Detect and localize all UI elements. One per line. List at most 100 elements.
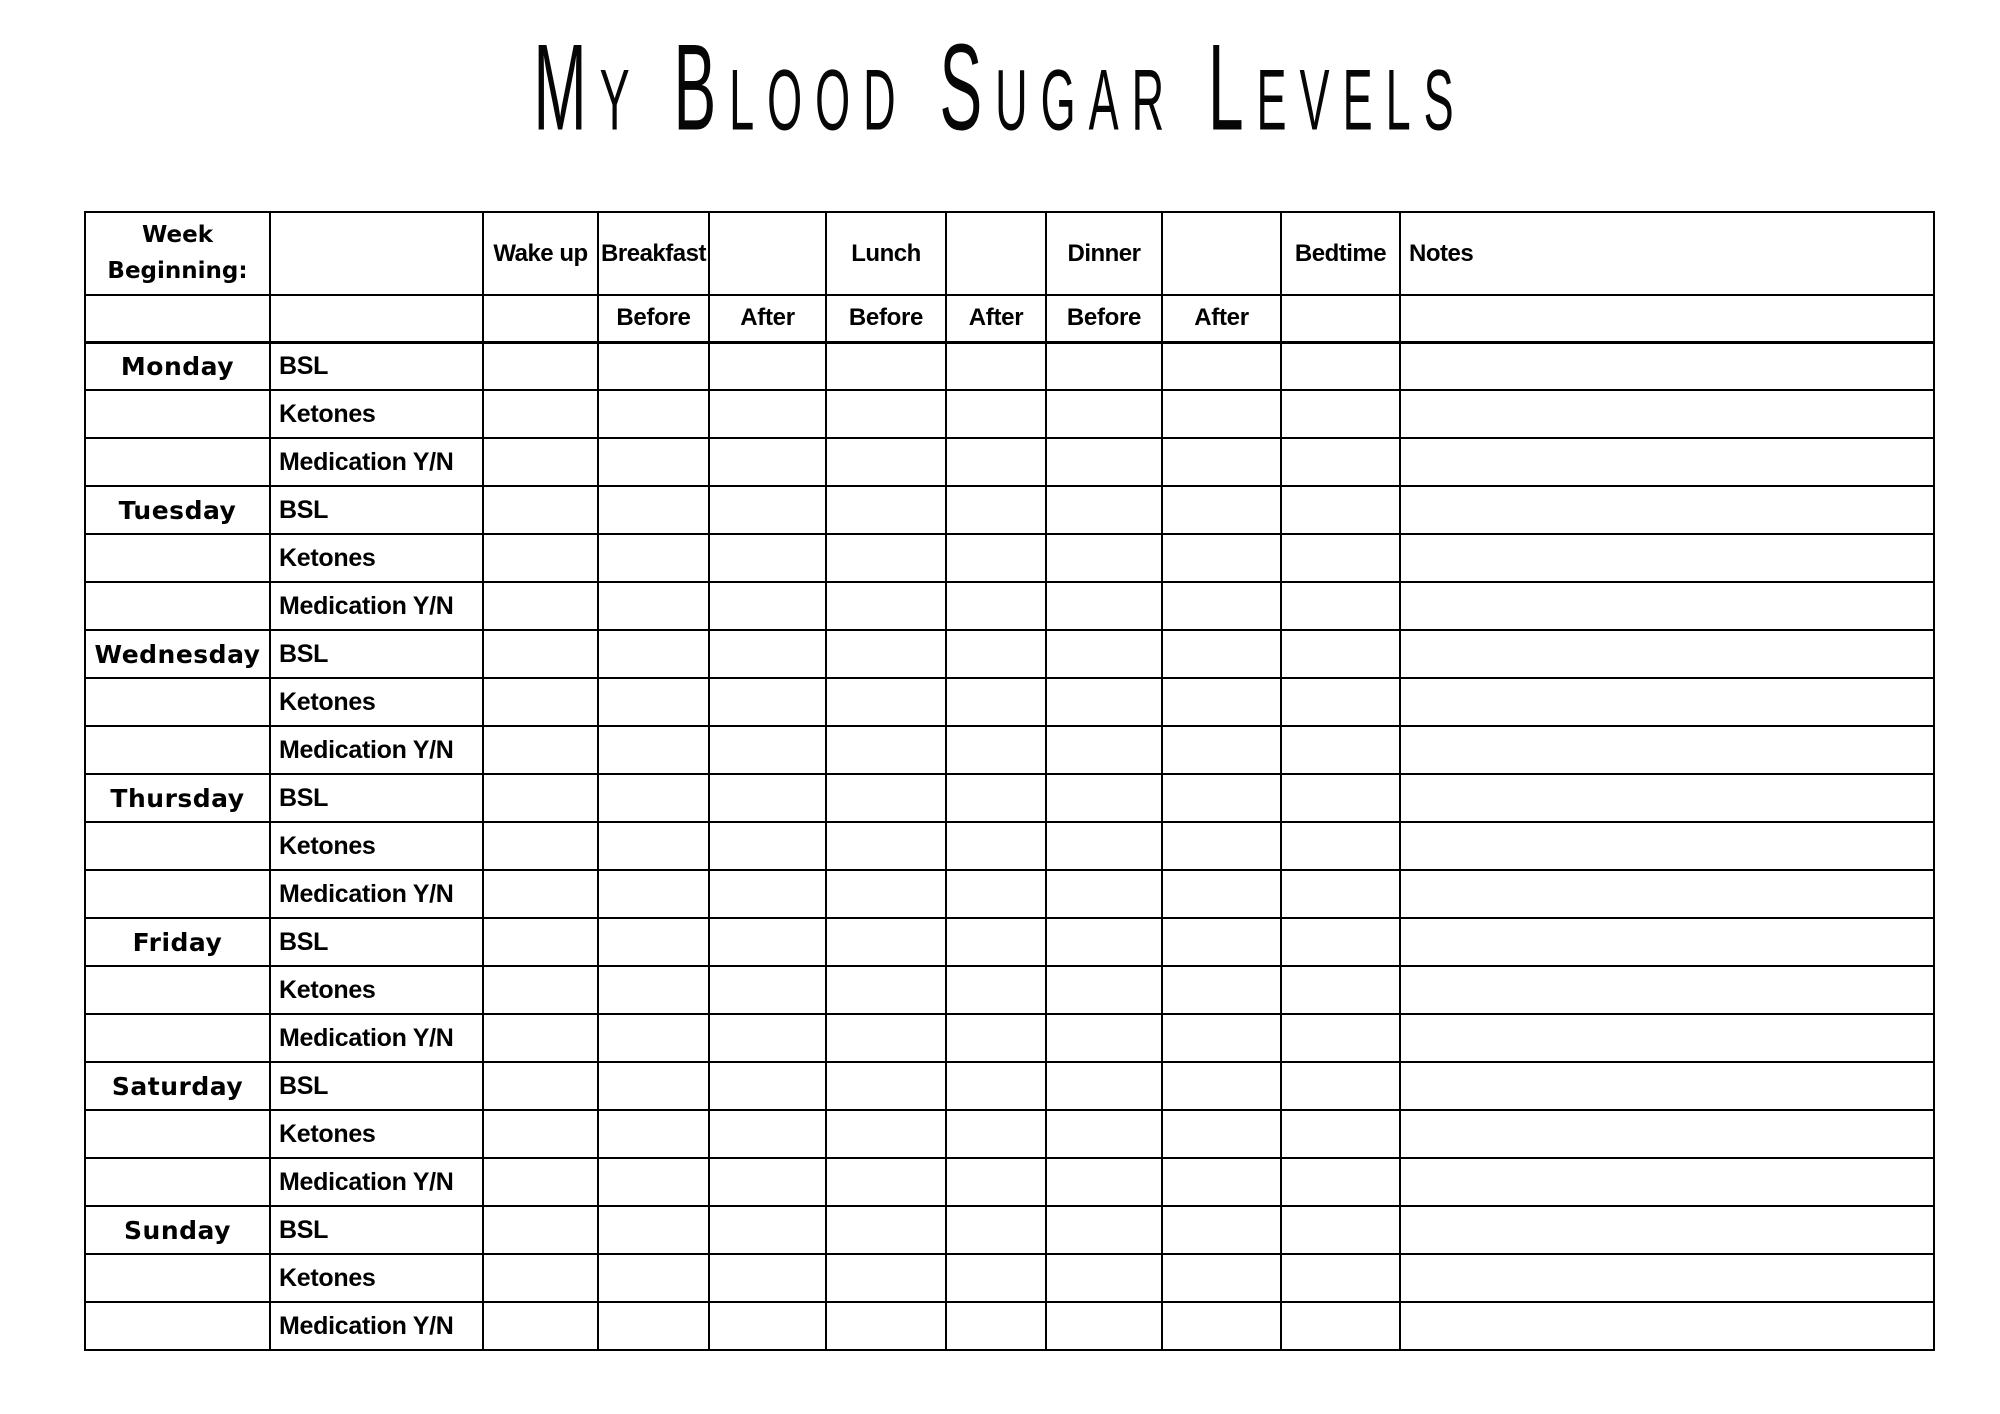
- entry-breakfast-after: [708, 485, 827, 535]
- day-cell: [84, 869, 271, 919]
- entry-breakfast-before: [597, 725, 710, 775]
- entry-notes: [1399, 917, 1935, 967]
- entry-lunch-after: [945, 485, 1047, 535]
- entry-breakfast-after: [708, 341, 827, 391]
- entry-notes: [1399, 389, 1935, 439]
- entry-breakfast-before: [597, 389, 710, 439]
- entry-lunch-after: [945, 965, 1047, 1015]
- entry-breakfast-after: [708, 1061, 827, 1111]
- row-label-cell: BSL: [269, 773, 484, 823]
- table-row: Medication Y/N: [84, 725, 1935, 775]
- entry-dinner-before: [1045, 1301, 1163, 1351]
- entry-dinner-after: [1161, 485, 1282, 535]
- table-row: Ketones: [84, 389, 1935, 439]
- entry-dinner-before: [1045, 437, 1163, 487]
- day-cell: Monday: [84, 341, 271, 391]
- entry-dinner-after: [1161, 821, 1282, 871]
- entry-notes: [1399, 773, 1935, 823]
- entry-breakfast-after: [708, 581, 827, 631]
- entry-bedtime: [1280, 821, 1401, 871]
- entry-wake-up: [482, 869, 599, 919]
- entry-bedtime: [1280, 869, 1401, 919]
- entry-lunch-after: [945, 1013, 1047, 1063]
- entry-breakfast-before: [597, 965, 710, 1015]
- entry-breakfast-before: [597, 1061, 710, 1111]
- table-row: Ketones: [84, 1253, 1935, 1303]
- table-row: Medication Y/N: [84, 1157, 1935, 1207]
- entry-lunch-after: [945, 917, 1047, 967]
- entry-wake-up: [482, 773, 599, 823]
- page-title: My Blood Sugar Levels: [533, 18, 1467, 157]
- empty-header-cell: [269, 211, 484, 296]
- entry-lunch-after: [945, 1061, 1047, 1111]
- entry-bedtime: [1280, 437, 1401, 487]
- day-cell: [84, 1013, 271, 1063]
- entry-lunch-before: [825, 1157, 947, 1207]
- row-label-cell: BSL: [269, 341, 484, 391]
- entry-dinner-before: [1045, 821, 1163, 871]
- entry-dinner-before: [1045, 773, 1163, 823]
- day-cell: Thursday: [84, 773, 271, 823]
- entry-lunch-before: [825, 1013, 947, 1063]
- entry-bedtime: [1280, 341, 1401, 391]
- entry-dinner-after: [1161, 869, 1282, 919]
- entry-notes: [1399, 533, 1935, 583]
- entry-bedtime: [1280, 581, 1401, 631]
- row-label-cell: BSL: [269, 485, 484, 535]
- row-label-cell: BSL: [269, 1205, 484, 1255]
- empty-header-cell: [1161, 211, 1282, 296]
- entry-breakfast-before: [597, 581, 710, 631]
- entry-dinner-after: [1161, 341, 1282, 391]
- entry-lunch-before: [825, 341, 947, 391]
- entry-lunch-before: [825, 869, 947, 919]
- entry-lunch-before: [825, 917, 947, 967]
- entry-lunch-after: [945, 1253, 1047, 1303]
- entry-dinner-after: [1161, 773, 1282, 823]
- entry-breakfast-before: [597, 1301, 710, 1351]
- entry-breakfast-before: [597, 533, 710, 583]
- table-row: Sunday BSL: [84, 1205, 1935, 1255]
- row-label-cell: Medication Y/N: [269, 725, 484, 775]
- entry-dinner-before: [1045, 581, 1163, 631]
- entry-dinner-before: [1045, 725, 1163, 775]
- entry-bedtime: [1280, 1061, 1401, 1111]
- entry-breakfast-before: [597, 677, 710, 727]
- entry-breakfast-before: [597, 1253, 710, 1303]
- entry-breakfast-before: [597, 1109, 710, 1159]
- entry-dinner-before: [1045, 1013, 1163, 1063]
- breakfast-after-header: After: [708, 294, 827, 344]
- day-cell: [84, 677, 271, 727]
- entry-dinner-before: [1045, 1157, 1163, 1207]
- table-row: Ketones: [84, 1109, 1935, 1159]
- entry-dinner-after: [1161, 1109, 1282, 1159]
- table-row: Medication Y/N: [84, 1013, 1935, 1063]
- row-label-cell: BSL: [269, 917, 484, 967]
- table-header: Week Beginning: Wake up Breakfast Lunch …: [84, 211, 1935, 344]
- entry-dinner-before: [1045, 869, 1163, 919]
- entry-dinner-before: [1045, 629, 1163, 679]
- entry-breakfast-after: [708, 389, 827, 439]
- table-row: Monday BSL: [84, 341, 1935, 391]
- entry-notes: [1399, 1013, 1935, 1063]
- entry-wake-up: [482, 1109, 599, 1159]
- header-row-main: Week Beginning: Wake up Breakfast Lunch …: [84, 211, 1935, 296]
- breakfast-before-header: Before: [597, 294, 710, 344]
- entry-dinner-before: [1045, 917, 1163, 967]
- entry-lunch-before: [825, 821, 947, 871]
- entry-lunch-before: [825, 677, 947, 727]
- entry-lunch-before: [825, 485, 947, 535]
- entry-bedtime: [1280, 725, 1401, 775]
- entry-wake-up: [482, 1301, 599, 1351]
- entry-notes: [1399, 1109, 1935, 1159]
- entry-notes: [1399, 1157, 1935, 1207]
- row-label-cell: BSL: [269, 1061, 484, 1111]
- entry-wake-up: [482, 965, 599, 1015]
- entry-notes: [1399, 725, 1935, 775]
- day-cell: [84, 1253, 271, 1303]
- entry-breakfast-after: [708, 1205, 827, 1255]
- entry-breakfast-after: [708, 725, 827, 775]
- entry-wake-up: [482, 917, 599, 967]
- entry-bedtime: [1280, 533, 1401, 583]
- entry-lunch-before: [825, 1109, 947, 1159]
- entry-wake-up: [482, 1061, 599, 1111]
